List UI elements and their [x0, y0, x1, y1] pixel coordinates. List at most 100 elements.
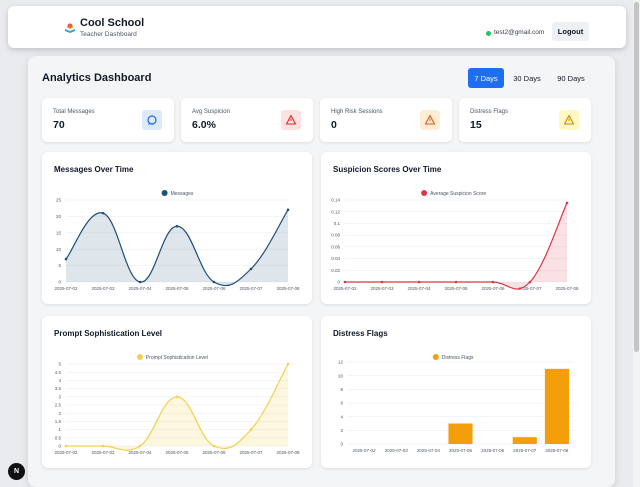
y-tick-label: 4 — [340, 414, 343, 419]
series-line — [345, 202, 568, 290]
y-tick-label: 4.5 — [55, 370, 62, 375]
x-tick-label: 2025-07-04 — [128, 286, 152, 291]
x-tick-label: 2025-07-04 — [407, 286, 431, 291]
stat-label: High Risk Sessions — [331, 109, 383, 115]
x-tick-label: 2025-07-06 — [481, 448, 505, 453]
range-7-days-button[interactable]: 7 Days — [468, 68, 504, 88]
y-tick-label: 5 — [58, 263, 61, 268]
page-title: Analytics Dashboard — [42, 72, 152, 84]
bar — [512, 437, 537, 444]
legend-label: Messages — [171, 191, 194, 197]
x-tick-label: 2025-07-02 — [353, 448, 377, 453]
chart-title: Distress Flags — [333, 329, 388, 338]
stat-value: 15 — [470, 119, 482, 131]
stat-value: 70 — [53, 119, 65, 131]
stat-label: Distress Flags — [470, 109, 509, 115]
y-tick-label: 25 — [56, 198, 62, 203]
y-tick-label: 1 — [58, 427, 61, 432]
logout-button[interactable]: Logout — [552, 22, 589, 41]
x-tick-label: 2025-07-08 — [545, 448, 569, 453]
x-tick-label: 2025-07-06 — [202, 450, 226, 455]
sophistication-chart: Prompt Sophistication Level 0 0.5 1 1.5 2 2.5 3… — [54, 354, 300, 455]
legend-label: Prompt Sophistication Level — [146, 355, 208, 361]
y-tick-label: 3 — [58, 394, 61, 399]
x-tick-label: 2025-07-06 — [481, 286, 505, 291]
app-subtitle: Teacher Dashboard — [80, 31, 137, 38]
message-icon — [142, 110, 162, 130]
data-point — [212, 444, 216, 448]
app-header: Cool School Teacher Dashboard test2@gmai… — [8, 6, 626, 48]
x-tick-label: 2025-07-03 — [91, 286, 115, 291]
floating-action-button[interactable]: N — [8, 463, 25, 480]
bar — [448, 423, 473, 444]
x-tick-label: 2025-07-08 — [276, 286, 300, 291]
x-tick-label: 2025-07-02 — [333, 286, 357, 291]
stat-card-avg-suspicion: Avg Suspicion 6.0% — [181, 98, 313, 142]
x-tick-label: 2025-07-07 — [239, 286, 263, 291]
scrollbar-thumb[interactable] — [634, 2, 639, 352]
series-area — [66, 209, 288, 286]
y-tick-label: 0.12 — [331, 209, 340, 214]
data-point — [343, 280, 347, 284]
data-point — [565, 201, 569, 205]
stat-card-distress-flags: Distress Flags 15 — [459, 98, 591, 142]
series-area — [66, 364, 288, 451]
suspicion-chart: Average Suspicion Score 0 0.02 0.04 0.06 0.08… — [331, 190, 579, 291]
y-tick-label: 8 — [340, 387, 343, 392]
chart-card-distress: Distress Flags Distress Flags 0 2 4 6 8 10 12 20… — [321, 316, 591, 468]
y-tick-label: 0.14 — [331, 198, 340, 203]
data-point — [380, 280, 384, 284]
legend-swatch — [161, 190, 168, 196]
chart-title: Prompt Sophistication Level — [54, 329, 163, 338]
y-tick-label: 0.08 — [331, 233, 340, 238]
x-tick-label: 2025-07-06 — [202, 286, 226, 291]
x-tick-label: 2025-07-05 — [165, 450, 189, 455]
school-logo-icon — [65, 23, 75, 33]
y-tick-label: 20 — [56, 214, 62, 219]
stat-card-high-risk-sessions: High Risk Sessions 0 — [320, 98, 452, 142]
stat-value: 6.0% — [192, 119, 216, 131]
range-30-days-button[interactable]: 30 Days — [509, 68, 545, 88]
y-tick-label: 0.04 — [331, 256, 340, 261]
messages-chart: Messages 0 5 10 15 20 25 2025-07-02 2025-07-03 20… — [54, 190, 300, 291]
chart-card-messages: Messages Over Time Messages 0 5 10 15 20 25 202… — [42, 152, 312, 304]
warning-icon — [559, 110, 579, 130]
y-tick-label: 0 — [58, 280, 61, 285]
scrollbar[interactable] — [633, 0, 640, 487]
user-email: test2@gmail.com — [494, 29, 545, 36]
data-point — [454, 280, 458, 284]
x-tick-label: 2025-07-04 — [128, 450, 152, 455]
y-tick-label: 0 — [337, 280, 340, 285]
y-tick-label: 6 — [340, 401, 343, 406]
data-point — [64, 444, 68, 448]
data-point — [64, 257, 68, 261]
data-point — [138, 280, 142, 284]
y-tick-label: 3.5 — [55, 386, 62, 391]
x-tick-label: 2025-07-05 — [444, 286, 468, 291]
x-tick-label: 2025-07-08 — [555, 286, 579, 291]
data-point — [286, 208, 290, 212]
range-90-days-button[interactable]: 90 Days — [553, 68, 589, 88]
y-tick-label: 2 — [58, 411, 61, 416]
legend-swatch — [432, 354, 439, 360]
legend-label: Average Suspicion Score — [430, 191, 486, 197]
y-tick-label: 5 — [58, 362, 61, 367]
distress-chart: Distress Flags 0 2 4 6 8 10 12 2025-07-02 2025-07… — [338, 354, 573, 453]
bar — [544, 368, 569, 444]
stat-card-total-messages: Total Messages 70 — [42, 98, 174, 142]
y-tick-label: 10 — [56, 247, 62, 252]
stat-label: Total Messages — [53, 109, 95, 115]
data-point — [249, 428, 253, 431]
y-tick-label: 1.5 — [55, 419, 62, 424]
series-area — [345, 202, 567, 290]
x-tick-label: 2025-07-03 — [91, 450, 115, 455]
y-tick-label: 15 — [56, 230, 62, 235]
data-point — [491, 280, 495, 284]
app-title: Cool School — [80, 17, 145, 29]
x-tick-label: 2025-07-08 — [276, 450, 300, 455]
warning-icon — [281, 110, 301, 130]
y-tick-label: 0 — [340, 442, 343, 447]
data-point — [212, 280, 216, 284]
data-point — [175, 224, 179, 228]
data-point — [101, 211, 105, 215]
